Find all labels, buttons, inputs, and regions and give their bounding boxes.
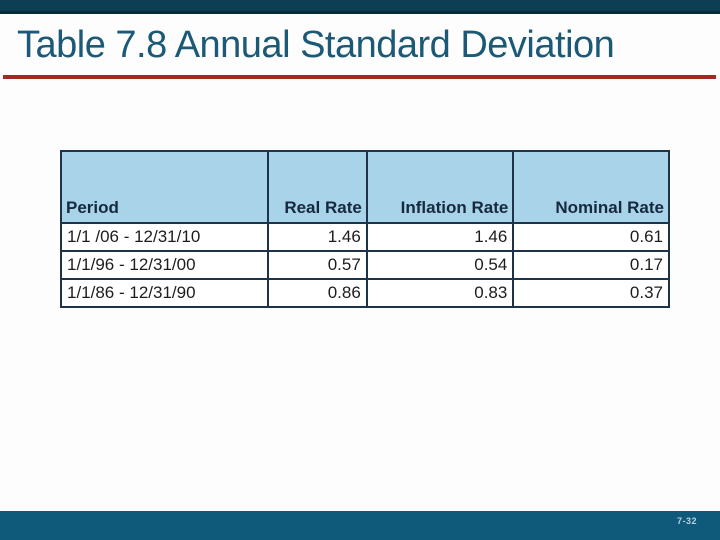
slide-number: 7-32 xyxy=(676,516,697,526)
cell-nominal-rate: 0.17 xyxy=(512,250,670,280)
annual-standard-deviation-table: Period Real Rate Inflation Rate Nominal … xyxy=(59,150,670,308)
table-row: 1/1/96 - 12/31/00 0.57 0.54 0.17 xyxy=(59,250,670,280)
cell-real-rate: 0.86 xyxy=(267,278,368,308)
column-header-period: Period xyxy=(59,150,270,224)
column-header-real-rate: Real Rate xyxy=(267,150,368,224)
column-header-nominal-rate: Nominal Rate xyxy=(512,150,670,224)
column-header-inflation-rate: Inflation Rate xyxy=(365,150,515,224)
page-title: Table 7.8 Annual Standard Deviation xyxy=(17,24,615,66)
footer-bar xyxy=(0,511,720,540)
table-row: 1/1/86 - 12/31/90 0.86 0.83 0.37 xyxy=(59,278,670,308)
title-underline xyxy=(3,75,716,79)
cell-nominal-rate: 0.61 xyxy=(512,222,670,252)
cell-real-rate: 0.57 xyxy=(267,250,368,280)
cell-real-rate: 1.46 xyxy=(267,222,368,252)
top-accent-bar xyxy=(0,0,720,14)
cell-nominal-rate: 0.37 xyxy=(512,278,670,308)
cell-inflation-rate: 0.54 xyxy=(365,250,515,280)
table-row: 1/1 /06 - 12/31/10 1.46 1.46 0.61 xyxy=(59,222,670,252)
cell-inflation-rate: 0.83 xyxy=(365,278,515,308)
cell-period: 1/1 /06 - 12/31/10 xyxy=(59,222,270,252)
cell-period: 1/1/86 - 12/31/90 xyxy=(59,278,270,308)
cell-period: 1/1/96 - 12/31/00 xyxy=(59,250,270,280)
table-header-row: Period Real Rate Inflation Rate Nominal … xyxy=(59,150,670,224)
cell-inflation-rate: 1.46 xyxy=(365,222,515,252)
